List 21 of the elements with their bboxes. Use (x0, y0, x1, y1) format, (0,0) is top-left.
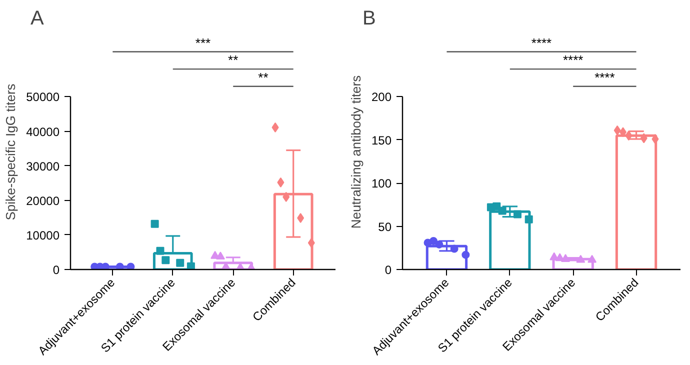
text: **** (531, 35, 552, 50)
chart-title: B (362, 8, 376, 30)
y-tick-label: 20000 (26, 194, 60, 208)
y-tick-label: 100 (371, 176, 392, 191)
y-axis-title: Neutralizing antibody titers (348, 74, 364, 229)
text: **** (562, 52, 584, 68)
y-tick-label: 0 (384, 263, 392, 277)
y-axis-title: Spike-specific IgG titers (3, 83, 18, 220)
text: *** (195, 35, 211, 50)
y-tick-label: 150 (371, 133, 392, 148)
text: ** (258, 70, 268, 85)
text: **** (594, 70, 615, 85)
chart-title: A (30, 8, 44, 30)
text: ** (228, 52, 238, 68)
y-tick-label: 0 (52, 263, 60, 277)
y-tick-label: 200 (371, 90, 392, 104)
y-tick-label: 40000 (26, 124, 60, 139)
y-tick-label: 10000 (26, 228, 60, 242)
y-tick-label: 50 (378, 220, 392, 234)
y-tick-label: 50000 (26, 90, 60, 104)
y-tick-label: 30000 (26, 159, 60, 174)
